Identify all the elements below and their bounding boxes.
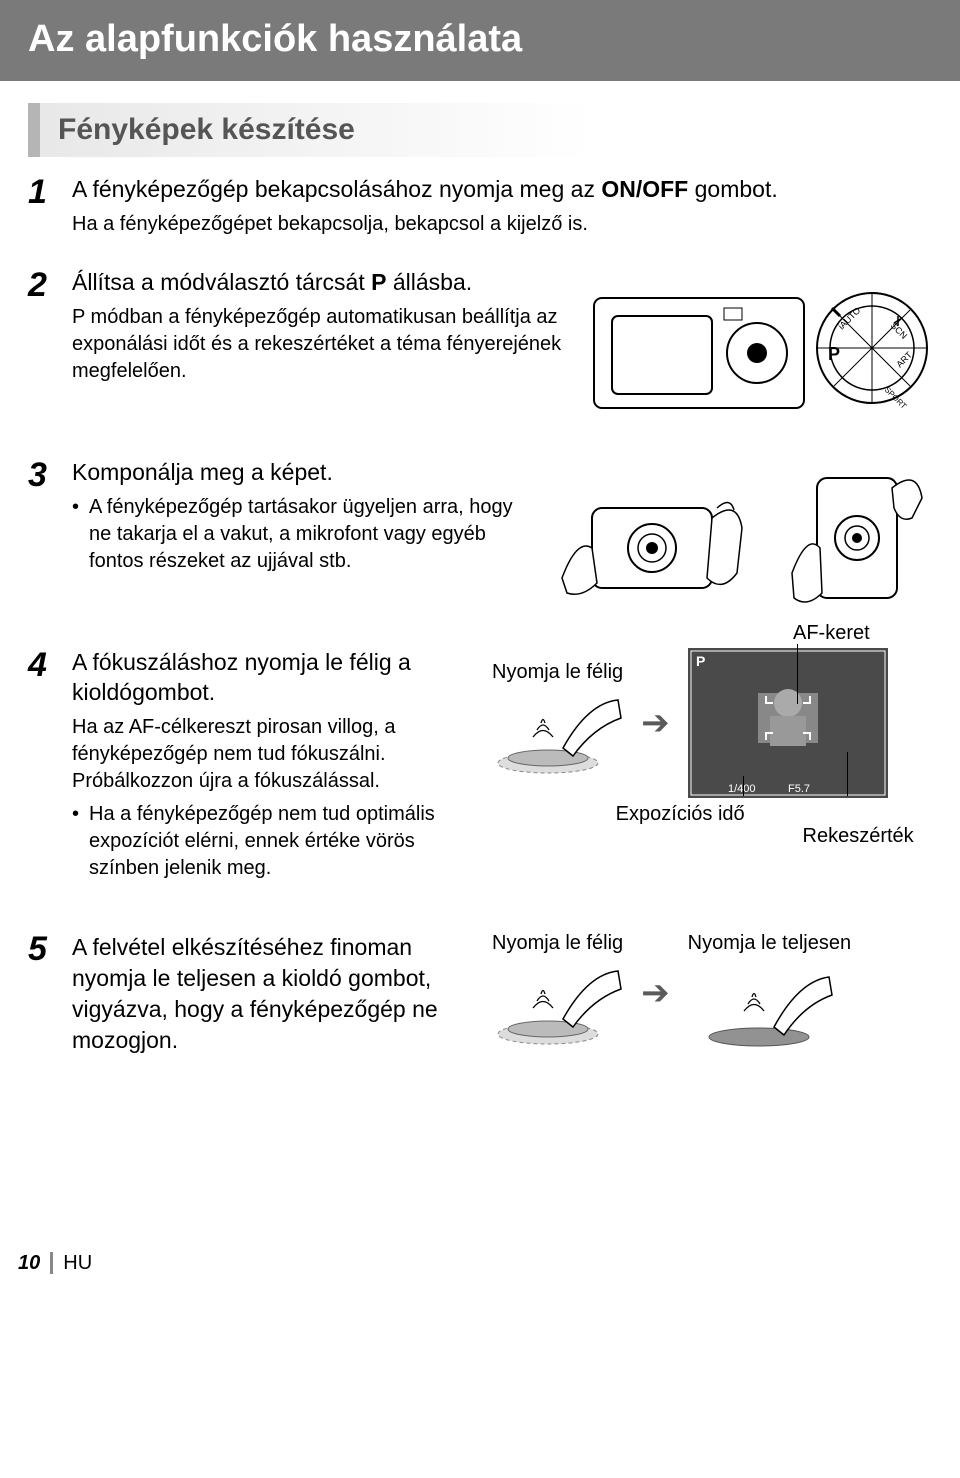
step-5-title: A felvétel elkészítéséhez finoman nyomja… [72,932,472,1056]
page-footer: 10 HU [0,1252,960,1295]
page-number: 10 [18,1252,40,1275]
camera-preview: AF-keret P 1/400 F5.7 [688,648,888,798]
step-5: 5 A felvétel elkészítéséhez finoman nyom… [28,932,932,1062]
mode-dial-illustration: P iAUTO SCN ART SPORT [592,268,932,428]
step-2: 2 Állítsa a módválasztó tárcsát P állásb… [28,268,932,428]
step-3: 3 Komponálja meg a képet. A fényképezőgé… [28,458,932,618]
step-number: 2 [28,268,58,302]
half-press-label-2: Nyomja le félig [492,932,623,955]
content: 1 A fényképezőgép bekapcsolásához nyomja… [0,175,960,1132]
full-press-label: Nyomja le teljesen [688,932,851,955]
step-2-title: Állítsa a módválasztó tárcsát P állásba. [72,268,572,298]
preview-ap: F5.7 [788,783,810,795]
preview-p-label: P [696,653,705,669]
step-1: 1 A fényképezőgép bekapcsolásához nyomja… [28,175,932,238]
step-4: 4 A fókuszáláshoz nyomja le félig a kiol… [28,648,932,882]
step-2-sub: P módban a fényképezőgép automatikusan b… [72,304,572,385]
half-press-illustration: Nyomja le félig [492,661,623,784]
exposure-label: Expozíciós idő [616,803,745,826]
page-title: Az alapfunkciók használata [28,18,522,60]
step-4-sub: Ha az AF-célkereszt pirosan villog, a fé… [72,714,472,795]
step-number: 5 [28,932,58,966]
section-title: Fényképek készítése [58,113,355,146]
full-press-illustration: Nyomja le teljesen [688,932,851,1055]
preview-exp: 1/400 [728,783,756,795]
onoff-label: ON/OFF [601,176,688,202]
half-press-label: Nyomja le félig [492,661,623,684]
page-lang: HU [63,1252,92,1275]
svg-text:P: P [828,344,840,364]
step-4-title: A fókuszáláshoz nyomja le félig a kioldó… [72,648,472,708]
step-number: 4 [28,648,58,682]
arrow-icon: ➔ [641,973,670,1013]
section-header: Fényképek készítése [28,103,960,157]
footer-divider [50,1252,53,1274]
p-mode-label: P [371,269,386,295]
aperture-label: Rekeszérték [803,825,914,848]
af-frame-label: AF-keret [793,622,870,645]
hold-camera-illustration [552,458,932,618]
half-press-illustration-2: Nyomja le félig [492,932,623,1055]
step-3-bullet: A fényképezőgép tartásakor ügyeljen arra… [72,494,532,575]
step-number: 1 [28,175,58,209]
step-1-sub: Ha a fényképezőgépet bekapcsolja, bekapc… [72,211,932,238]
step-4-bullet: Ha a fényképezőgép nem tud optimális exp… [72,801,472,882]
page-header: Az alapfunkciók használata [0,0,960,81]
step-3-title: Komponálja meg a képet. [72,458,532,488]
step-number: 3 [28,458,58,492]
arrow-icon: ➔ [641,703,670,743]
step-1-title: A fényképezőgép bekapcsolásához nyomja m… [72,175,932,205]
